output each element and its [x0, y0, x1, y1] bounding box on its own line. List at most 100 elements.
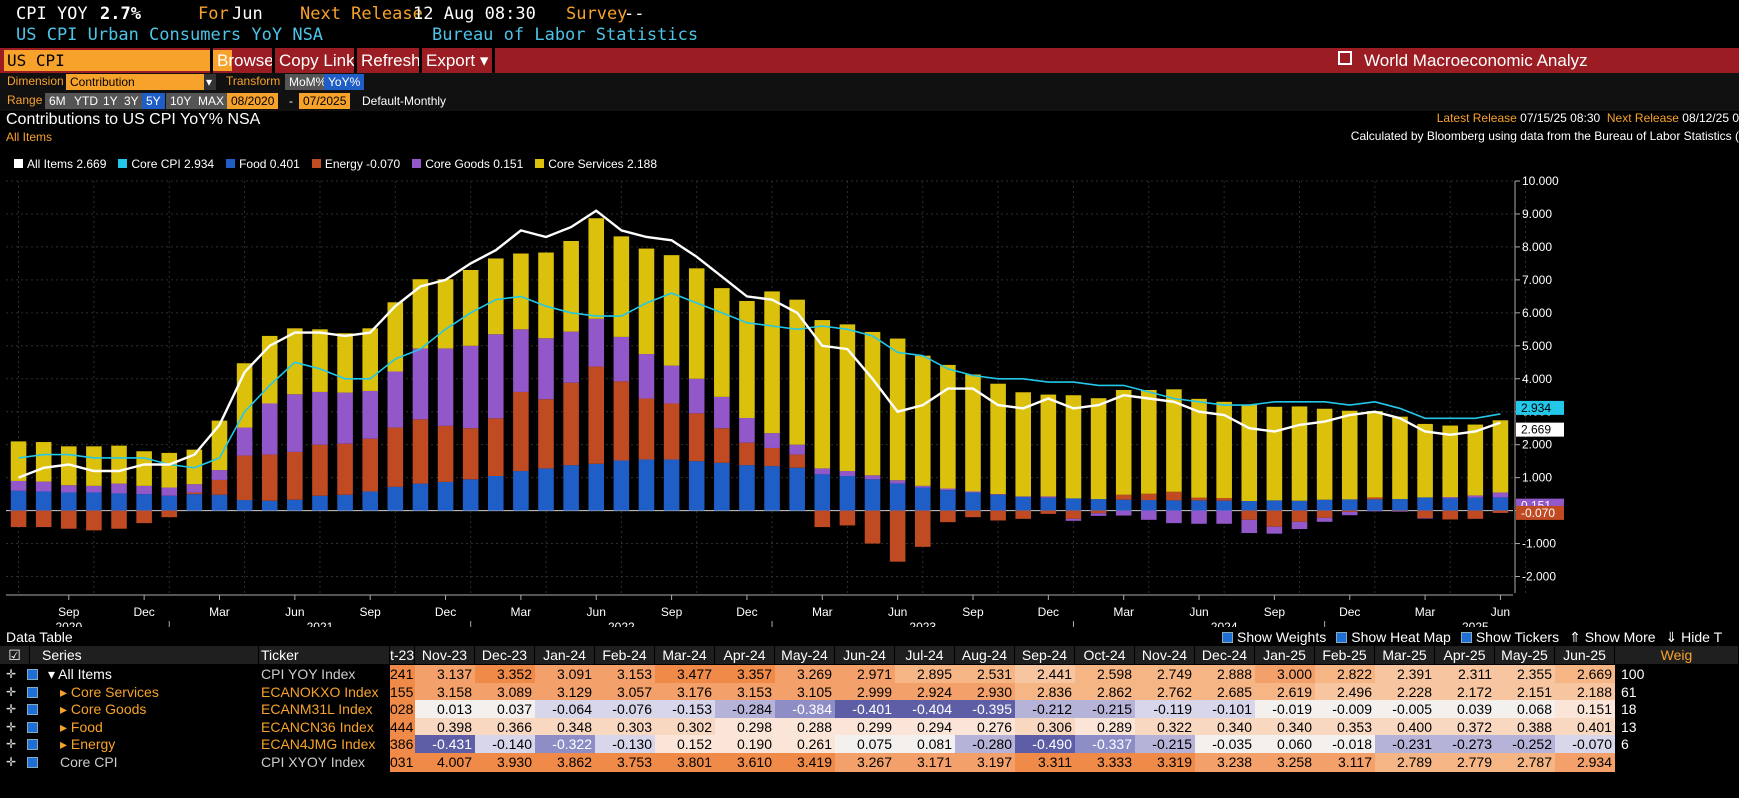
column-header[interactable]: Apr-24 [715, 646, 775, 664]
bar-food [990, 494, 1006, 511]
series-name[interactable]: ▸ Core Goods [60, 701, 147, 717]
range-end-input[interactable]: 07/2025 [299, 93, 351, 109]
column-header[interactable]: Aug-24 [955, 646, 1015, 664]
range-max[interactable]: MAX [194, 93, 229, 109]
table-row[interactable]: ✛ ▸ Food ECANCN36 Index 444 0.398 0.366 0.348 0… [0, 717, 1739, 737]
bar-energy [1367, 497, 1383, 500]
row-checkbox[interactable] [27, 686, 38, 698]
frequency-select[interactable]: Default-Monthly [362, 94, 447, 108]
range-5y[interactable]: 5Y [142, 93, 165, 109]
column-header[interactable]: Jun-25 [1555, 646, 1615, 664]
bar-core-goods [387, 371, 404, 428]
legend-label: Core Goods 0.151 [425, 157, 524, 171]
column-header[interactable]: Dec-23 [475, 646, 535, 664]
range-3y[interactable]: 3Y [120, 93, 143, 109]
table-row[interactable]: ✛ Core CPI CPI XYOY Index 031 4.007 3.930 3.86… [0, 752, 1739, 772]
drag-handle-icon[interactable]: ✛ [6, 737, 17, 751]
table-option-toggle[interactable]: Show Tickers [1460, 629, 1559, 645]
column-header[interactable]: Jan-24 [535, 646, 595, 664]
table-option-label: Show Heat Map [1351, 629, 1451, 645]
drag-handle-icon[interactable]: ✛ [6, 667, 17, 681]
table-row[interactable]: ✛ ▸ Core Services ECANOKXO Index 155 3.158 3.… [0, 682, 1739, 702]
checkbox-icon[interactable] [1460, 632, 1472, 643]
checkbox-icon[interactable] [1336, 632, 1348, 643]
transform-option-yoy[interactable]: YoY% [324, 74, 365, 90]
bar-core-goods [1266, 526, 1283, 534]
drag-handle-icon[interactable]: ✛ [6, 702, 17, 716]
legend-item[interactable]: Food 0.401 [226, 157, 300, 171]
column-header[interactable]: Feb-25 [1315, 646, 1375, 664]
column-header[interactable]: Weig [1615, 646, 1739, 664]
legend-item[interactable]: Core Goods 0.151 [412, 157, 523, 171]
column-header[interactable]: Sep-24 [1015, 646, 1075, 664]
table-option-toggle[interactable]: Show Heat Map [1336, 629, 1451, 645]
series-header[interactable]: Series [30, 646, 259, 664]
table-cell: 2.228 [1375, 682, 1435, 702]
range-1y[interactable]: 1Y [99, 93, 122, 109]
select-all-checkbox[interactable]: ☑ [0, 646, 30, 664]
column-header[interactable]: Mar-24 [655, 646, 715, 664]
row-checkbox[interactable] [27, 756, 38, 768]
column-header[interactable]: Nov-24 [1135, 646, 1195, 664]
column-header[interactable]: Apr-25 [1435, 646, 1495, 664]
ticker-header[interactable]: Ticker [259, 646, 390, 664]
contributions-chart[interactable]: 10.0009.0008.0007.0006.0005.0004.0003.00… [0, 175, 1739, 627]
range-start-input[interactable]: 08/2020 [227, 93, 279, 109]
row-checkbox[interactable] [27, 669, 38, 680]
command-input[interactable]: US CPI [4, 50, 232, 71]
refresh-button[interactable]: Refresh [361, 51, 421, 70]
column-header[interactable]: Jun-24 [835, 646, 895, 664]
table-cell: 2.779 [1435, 752, 1495, 772]
column-header[interactable]: May-24 [775, 646, 835, 664]
column-header[interactable]: Nov-23 [415, 646, 475, 664]
series-name[interactable]: ▸ Energy [60, 736, 116, 752]
bar-core-goods [1467, 495, 1484, 498]
column-header[interactable]: Jul-24 [895, 646, 955, 664]
copy-link-button[interactable]: Copy Link [279, 51, 355, 70]
hide-button[interactable]: ⇓ Hide T [1665, 629, 1723, 645]
row-checkbox[interactable] [27, 721, 38, 733]
drag-handle-icon[interactable]: ✛ [6, 754, 17, 769]
range-10y[interactable]: 10Y [166, 93, 196, 109]
legend-item[interactable]: Core Services 2.188 [535, 157, 657, 171]
chevron-down-icon[interactable]: ▾ [204, 74, 216, 90]
table-row[interactable]: ✛ ▸ Energy ECAN4JMG Index 386 -0.431 -0.140 -0… [0, 735, 1739, 754]
column-header[interactable]: Jan-25 [1255, 646, 1315, 664]
row-checkbox[interactable] [27, 739, 38, 750]
show-more-button[interactable]: ⇑ Show More [1569, 629, 1656, 645]
browse-button[interactable]: Browse [217, 51, 274, 70]
table-cell: 2.496 [1315, 682, 1375, 702]
security-source: Bureau of Labor Statistics [432, 25, 699, 45]
legend-item[interactable]: Energy -0.070 [311, 157, 400, 171]
series-name[interactable]: ▸ Core Services [60, 683, 159, 700]
bar-core-services [1216, 401, 1232, 499]
series-name[interactable]: ▾ All Items [48, 666, 112, 682]
table-cell: -0.431 [415, 735, 475, 754]
table-row[interactable]: ✛ ▸ Core Goods ECANM31L Index 028 0.013 0.037… [0, 700, 1739, 719]
table-option-toggle[interactable]: Show Weights [1222, 629, 1326, 645]
legend-item[interactable]: Core CPI 2.934 [118, 157, 214, 171]
range-6m[interactable]: 6M [45, 93, 70, 109]
launch-icon[interactable] [1338, 51, 1352, 65]
series-name[interactable]: ▸ Food [60, 718, 103, 735]
bar-core-goods [814, 468, 831, 475]
range-ytd[interactable]: YTD [70, 93, 102, 109]
bar-energy [1040, 510, 1057, 514]
column-header[interactable]: Dec-24 [1195, 646, 1255, 664]
dimension-select[interactable]: Contribution [66, 74, 216, 90]
transform-option-mom[interactable]: MoM% [285, 74, 331, 90]
row-checkbox[interactable] [27, 704, 38, 715]
column-header[interactable]: Feb-24 [595, 646, 655, 664]
drag-handle-icon[interactable]: ✛ [6, 684, 17, 699]
column-header[interactable]: May-25 [1495, 646, 1555, 664]
table-row[interactable]: ✛ ▾ All Items CPI YOY Index 241 3.137 3.352 3.… [0, 665, 1739, 684]
checkbox-icon[interactable] [1222, 632, 1233, 643]
column-header[interactable]: Mar-25 [1375, 646, 1435, 664]
column-header[interactable]: t-23 [390, 646, 415, 664]
legend-item[interactable]: All Items 2.669 [14, 157, 106, 171]
bar-core-goods [613, 336, 630, 382]
export-button[interactable]: Export ▾ [426, 51, 489, 70]
series-name[interactable]: Core CPI [60, 753, 118, 770]
drag-handle-icon[interactable]: ✛ [6, 719, 17, 734]
column-header[interactable]: Oct-24 [1075, 646, 1135, 664]
